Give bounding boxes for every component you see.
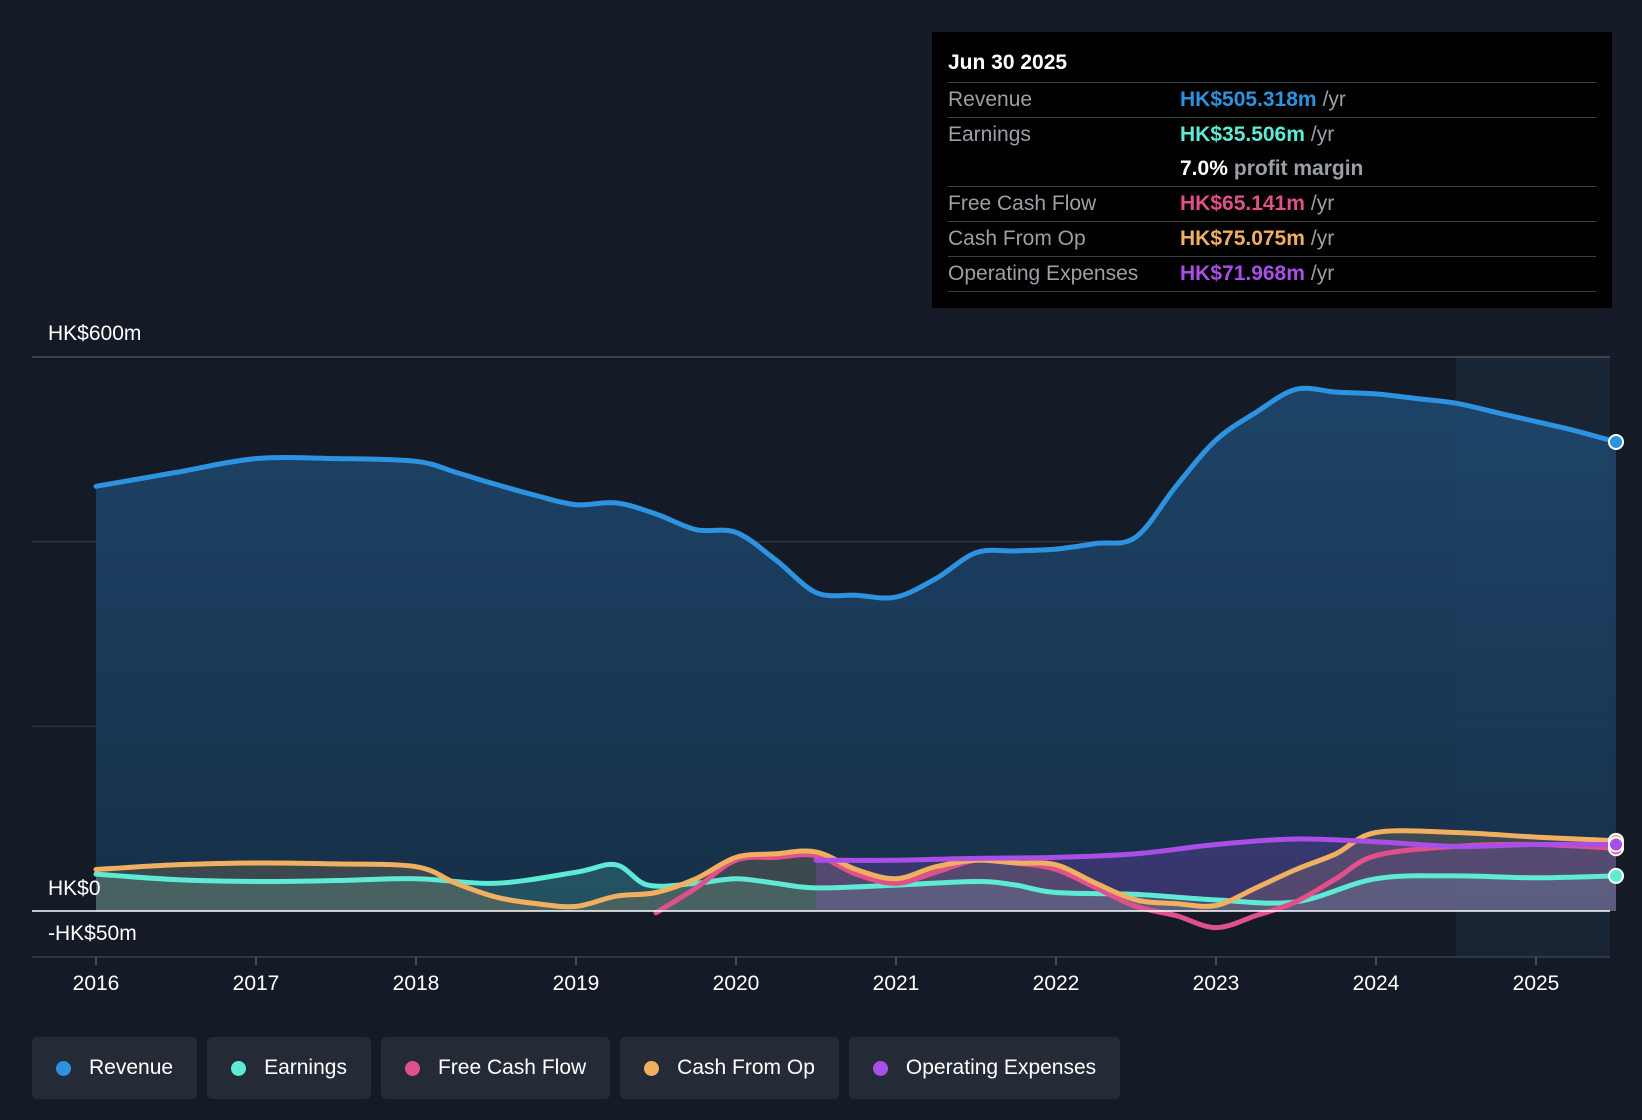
x-tick-label: 2023: [1193, 972, 1240, 995]
revenue-endpoint: [1608, 433, 1624, 450]
legend: Revenue Earnings Free Cash Flow Cash Fro…: [32, 1037, 1121, 1099]
tooltip-value: 7.0%: [1180, 157, 1228, 180]
legend-label: Revenue: [89, 1056, 174, 1079]
tooltip-label: Free Cash Flow: [948, 192, 1097, 215]
tooltip-label: [948, 152, 1180, 186]
tooltip-value: HK$35.506m: [1180, 123, 1305, 146]
x-tick-label: 2022: [1033, 972, 1080, 995]
tooltip-label: Revenue: [948, 88, 1033, 111]
operating-expenses-endpoint: [1608, 836, 1624, 853]
tooltip-value: HK$71.968m: [1180, 262, 1305, 285]
x-axis: 2016 2017 2018 2019 2020 2021 2022 2023 2024 2025: [73, 957, 1560, 995]
legend-label: Earnings: [264, 1056, 347, 1079]
legend-label: Free Cash Flow: [437, 1056, 587, 1079]
revenue-area: [96, 388, 1616, 911]
y-label-zero: HK$0: [48, 877, 101, 900]
tooltip-row-margin: 7.0% profit margin: [948, 152, 1596, 187]
operating-expenses-area: [816, 838, 1616, 911]
operating-expenses-line: [813, 836, 1619, 863]
y-label-bottom: -HK$50m: [48, 922, 137, 945]
legend-item-earnings[interactable]: Earnings: [207, 1037, 371, 1099]
free-cash-flow-dot-icon: [404, 1060, 420, 1076]
tooltip-row-revenue: Revenue HK$505.318m /yr: [948, 83, 1596, 118]
tooltip-row-opex: Operating Expenses HK$71.968m /yr: [948, 257, 1596, 292]
y-label-top: HK$600m: [48, 322, 141, 345]
tooltip-unit: /yr: [1310, 262, 1335, 285]
earnings-dot-icon: [231, 1060, 247, 1076]
legend-item-free-cash-flow[interactable]: Free Cash Flow: [380, 1037, 611, 1099]
series-endpoints: [1608, 433, 1624, 884]
cash-from-op-line: [93, 828, 1619, 910]
legend-item-operating-expenses[interactable]: Operating Expenses: [848, 1037, 1121, 1099]
x-tick-label: 2020: [713, 972, 760, 995]
tooltip-unit: /yr: [1310, 227, 1335, 250]
x-tick-label: 2021: [873, 972, 920, 995]
tooltip-row-fcf: Free Cash Flow HK$65.141m /yr: [948, 187, 1596, 222]
cash-from-op-dot-icon: [644, 1060, 660, 1076]
tooltip-panel: Jun 30 2025 Revenue HK$505.318m /yr Earn…: [932, 32, 1612, 308]
tooltip-unit: /yr: [1310, 192, 1335, 215]
x-tick-label: 2024: [1353, 972, 1400, 995]
tooltip-value: HK$505.318m: [1180, 88, 1317, 111]
tooltip-row-cfo: Cash From Op HK$75.075m /yr: [948, 222, 1596, 257]
tooltip-label: Earnings: [948, 123, 1031, 146]
free-cash-flow-line: [653, 841, 1619, 931]
tooltip-date: Jun 30 2025: [948, 46, 1596, 83]
legend-item-revenue[interactable]: Revenue: [32, 1037, 198, 1099]
x-tick-label: 2016: [73, 972, 120, 995]
tooltip-label: Operating Expenses: [948, 262, 1139, 285]
x-tick-label: 2017: [233, 972, 280, 995]
legend-label: Operating Expenses: [905, 1056, 1097, 1079]
tooltip-unit: /yr: [1322, 88, 1346, 111]
tooltip-unit: /yr: [1310, 123, 1335, 146]
legend-item-cash-from-op[interactable]: Cash From Op: [620, 1037, 839, 1099]
x-tick-label: 2025: [1513, 972, 1560, 995]
tooltip-label: Cash From Op: [948, 227, 1086, 250]
tooltip-value: HK$65.141m: [1180, 192, 1305, 215]
legend-label: Cash From Op: [677, 1056, 815, 1079]
x-tick-label: 2019: [553, 972, 600, 995]
earnings-endpoint: [1608, 867, 1624, 884]
revenue-dot-icon: [56, 1060, 71, 1076]
series-lines: [93, 385, 1619, 931]
tooltip-unit: profit margin: [1233, 157, 1364, 180]
operating-expenses-dot-icon: [872, 1060, 888, 1076]
revenue-line: [93, 385, 1619, 601]
tooltip-row-earnings: Earnings HK$35.506m /yr: [948, 118, 1596, 152]
x-tick-label: 2018: [393, 972, 440, 995]
tooltip-value: HK$75.075m: [1180, 227, 1305, 250]
earnings-line: [93, 861, 1619, 906]
